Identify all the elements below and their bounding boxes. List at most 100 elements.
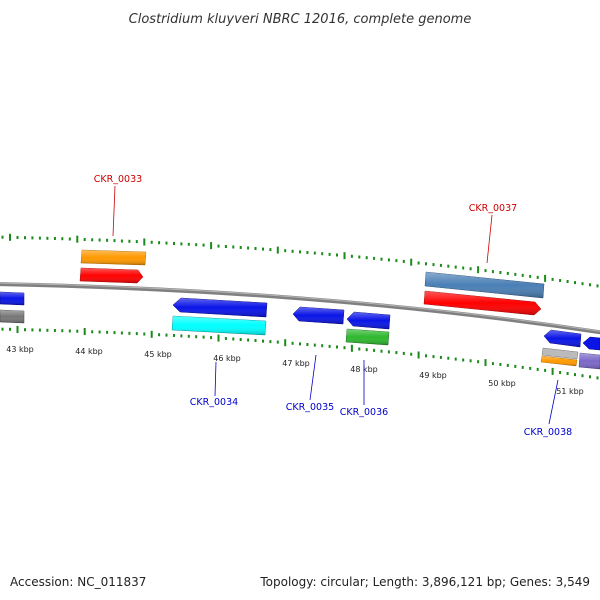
minor-tick-mark [514, 272, 517, 276]
minor-tick-mark [158, 333, 161, 337]
minor-tick-mark [454, 265, 457, 269]
gene-gray-0038[interactable] [541, 347, 579, 360]
minor-tick-mark [202, 243, 205, 247]
genome-backbone [0, 282, 600, 335]
major-tick-mark [16, 326, 19, 333]
minor-tick-mark [380, 349, 383, 353]
gene-label-ckr-0035[interactable]: CKR_0035 [286, 402, 334, 413]
minor-tick-mark [180, 334, 183, 338]
minor-tick-mark [113, 331, 116, 335]
minor-tick-mark [9, 327, 11, 331]
minor-tick-mark [291, 249, 294, 253]
minor-tick-mark [439, 263, 442, 267]
tick-label: 49 kbp [419, 371, 447, 380]
major-tick-mark [551, 367, 554, 375]
minor-tick-mark [91, 330, 94, 334]
minor-tick-mark [83, 238, 86, 241]
minor-tick-mark [462, 358, 465, 362]
minor-tick-mark [469, 359, 472, 363]
minor-tick-mark [566, 372, 569, 375]
tick-label: 45 kbp [144, 350, 172, 359]
minor-tick-mark [113, 239, 116, 243]
major-tick-mark [544, 274, 547, 282]
minor-tick-mark [53, 329, 56, 332]
minor-tick-mark [1, 327, 4, 331]
minor-tick-mark [210, 336, 213, 340]
minor-tick-mark [589, 375, 591, 379]
minor-tick-mark [596, 284, 599, 288]
major-tick-mark [276, 246, 279, 254]
gene-label-ckr-0034[interactable]: CKR_0034 [190, 397, 238, 408]
minor-tick-mark [358, 347, 361, 351]
minor-tick-mark [173, 334, 175, 337]
tick-label: 46 kbp [213, 354, 241, 363]
minor-tick-mark [143, 332, 146, 336]
minor-tick-mark [291, 341, 294, 345]
minor-tick-mark [247, 246, 250, 250]
minor-tick-mark [514, 364, 517, 368]
minor-tick-mark [232, 245, 235, 249]
minor-tick-mark [454, 357, 457, 361]
minor-tick-mark [439, 355, 442, 359]
label-leaders [112, 185, 559, 425]
minor-tick-mark [224, 337, 227, 340]
minor-tick-mark [566, 280, 569, 283]
minor-tick-mark [328, 344, 331, 348]
minor-tick-mark [46, 236, 49, 240]
minor-tick-mark [350, 254, 353, 258]
minor-tick-mark [262, 339, 264, 343]
gene-blue-right[interactable] [582, 336, 600, 351]
minor-tick-mark [484, 269, 487, 273]
accession-label: Accession: NC_011837 [10, 575, 147, 589]
map-title: Clostridium kluyveri NBRC 12016, complet… [129, 12, 472, 27]
minor-tick-mark [135, 240, 138, 244]
minor-tick-mark [120, 239, 123, 243]
minor-tick-mark [187, 242, 190, 246]
gene-label-ckr-0038[interactable]: CKR_0038 [524, 427, 572, 438]
minor-tick-mark [477, 360, 480, 364]
minor-tick-mark [31, 328, 34, 332]
minor-tick-mark [98, 330, 101, 334]
minor-tick-mark [195, 243, 198, 247]
minor-tick-mark [581, 374, 584, 378]
minor-tick-mark [402, 259, 405, 263]
minor-tick-mark [365, 348, 368, 352]
minor-tick-mark [529, 274, 532, 278]
minor-tick-mark [299, 250, 301, 254]
minor-tick-mark [551, 277, 554, 281]
gene-label-ckr-0037[interactable]: CKR_0037 [469, 203, 517, 214]
minor-tick-mark [358, 255, 361, 259]
minor-tick-mark [506, 363, 509, 367]
inner-tick-track [1, 326, 599, 380]
minor-tick-mark [106, 330, 109, 334]
minor-tick-mark [165, 241, 168, 245]
minor-tick-mark [202, 335, 205, 339]
minor-tick-mark [425, 354, 427, 358]
minor-tick-mark [239, 338, 242, 341]
minor-tick-mark [120, 331, 123, 335]
minor-tick-mark [1, 235, 4, 239]
minor-tick-mark [106, 238, 109, 242]
gene-label-ckr-0036[interactable]: CKR_0036 [340, 407, 388, 418]
major-tick-mark [284, 339, 287, 347]
minor-tick-mark [68, 237, 71, 241]
major-tick-mark [210, 242, 213, 250]
minor-tick-mark [402, 351, 405, 355]
forward-genes [79, 249, 545, 316]
minor-tick-mark [306, 251, 309, 254]
minor-tick-mark [232, 337, 235, 341]
minor-tick-mark [195, 335, 198, 339]
minor-tick-mark [365, 256, 368, 260]
minor-tick-mark [68, 329, 71, 333]
minor-tick-mark [432, 263, 435, 267]
gene-label-ckr-0033[interactable]: CKR_0033 [94, 174, 142, 185]
minor-tick-mark [247, 338, 250, 342]
minor-tick-mark [529, 366, 532, 370]
minor-tick-mark [306, 343, 309, 346]
minor-tick-mark [336, 345, 338, 349]
genome-summary: Topology: circular; Length: 3,896,121 bp… [260, 575, 590, 589]
minor-tick-mark [574, 373, 576, 377]
minor-tick-mark [321, 344, 324, 348]
minor-tick-mark [380, 257, 383, 261]
